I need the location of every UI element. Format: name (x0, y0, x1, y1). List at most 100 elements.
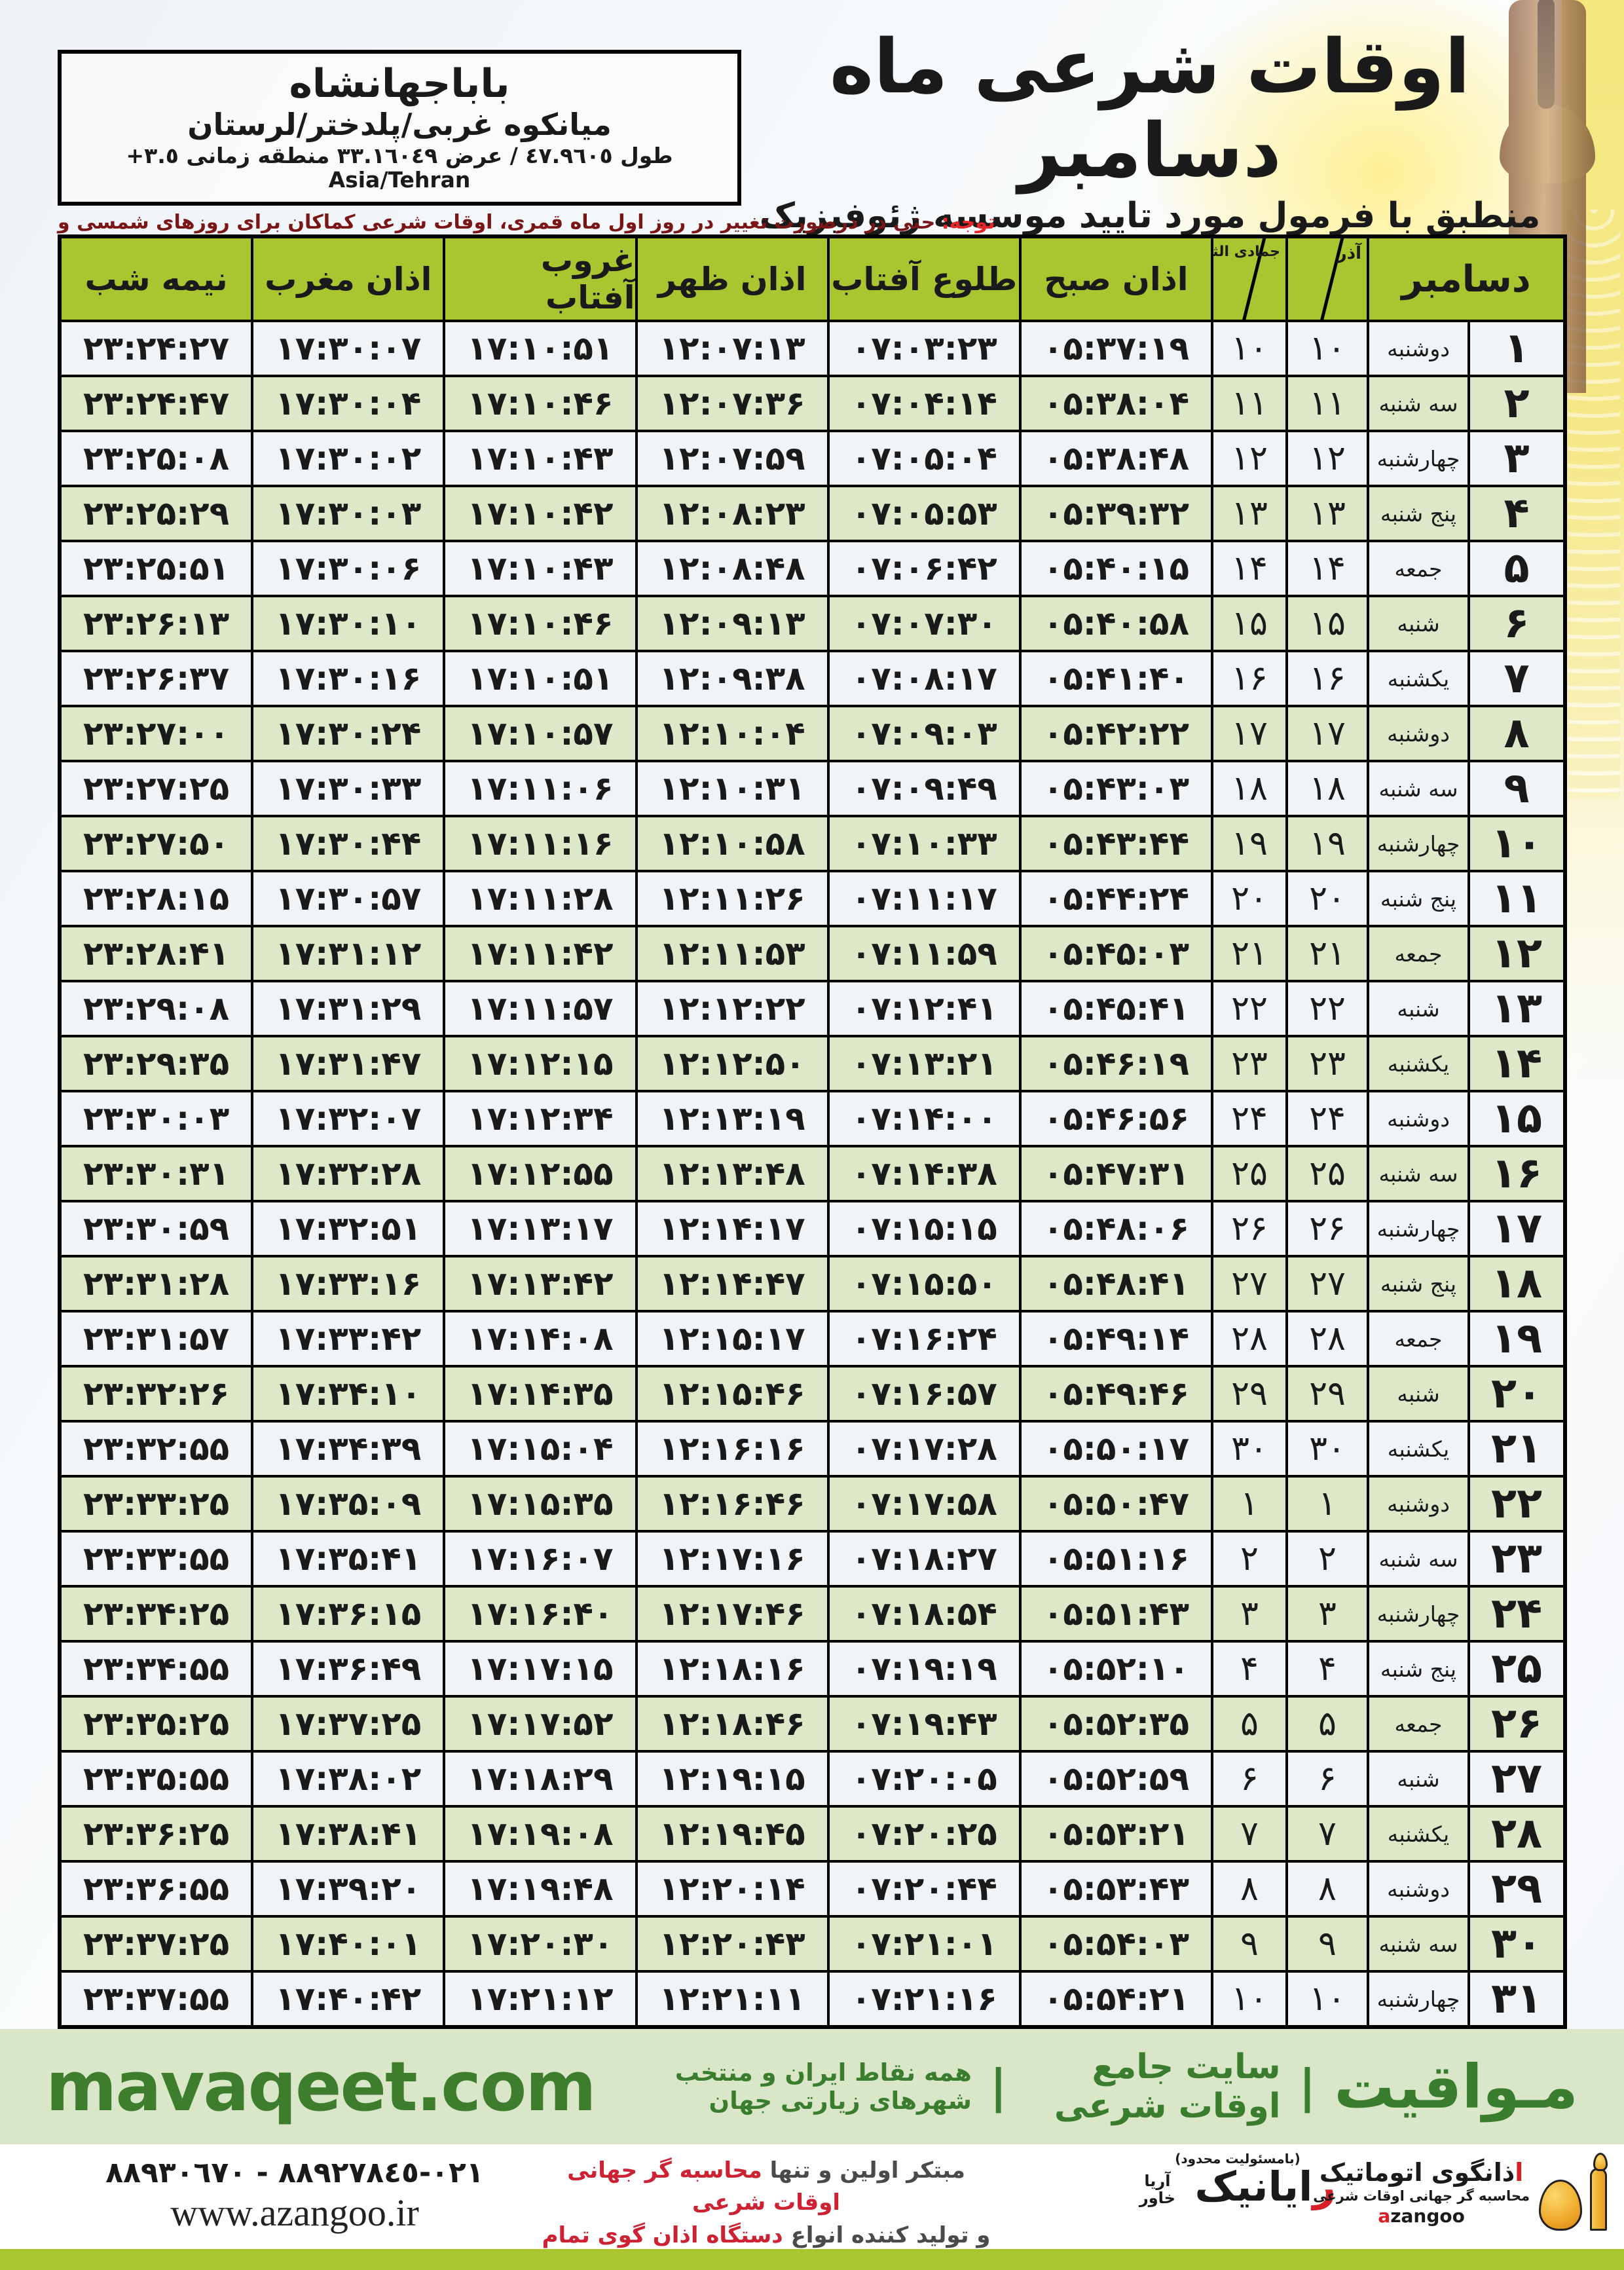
sunset-time: ۱۷:۱۰:۴۶ (445, 597, 635, 650)
maghrib-time: ۱۷:۳۷:۲۵ (253, 1698, 443, 1750)
weekday: دوشنبه (1369, 707, 1467, 760)
rayanik-sub-aria: آریا (1144, 2171, 1171, 2190)
sunset-time: ۱۷:۱۱:۰۶ (445, 762, 635, 815)
weekday: سه شنبه (1369, 1533, 1467, 1585)
lunar-day: ۳۰ (1213, 1423, 1285, 1475)
bottom-info-zone: ٠٢١-٨٨٩٢٧٨٤٥ - ٨٨٩٣٠٦٧٠ www.azangoo.ir م… (0, 2144, 1624, 2270)
midnight-time: ۲۳:۳۴:۵۵ (62, 1643, 251, 1695)
midnight-time: ۲۳:۳۳:۲۵ (62, 1478, 251, 1530)
sunset-time: ۱۷:۱۹:۰۸ (445, 1808, 635, 1860)
rayanik-name: رایانیک آریا خاور (1113, 2167, 1362, 2207)
fajr-time: ۰۵:۳۷:۱۹ (1021, 322, 1211, 375)
sunrise-time: ۰۷:۲۰:۴۴ (829, 1863, 1019, 1915)
sunrise-time: ۰۷:۱۱:۵۹ (829, 927, 1019, 980)
maghrib-time: ۱۷:۳۰:۵۷ (253, 872, 443, 925)
weekday: پنج شنبه (1369, 487, 1467, 540)
solar-day: ۱۷ (1288, 707, 1367, 760)
footer-tagline-2: همه نقاط ایران و منتخب شهرهای زیارتی جها… (674, 2058, 972, 2115)
rayanik-logo: (بامسئولیت محدود) رایانیک آریا خاور (1113, 2151, 1362, 2207)
dhuhr-time: ۱۲:۱۹:۴۵ (637, 1808, 827, 1860)
lunar-day: ۲۲ (1213, 982, 1285, 1035)
maghrib-time: ۱۷:۳۲:۰۷ (253, 1092, 443, 1145)
dhuhr-time: ۱۲:۱۰:۵۸ (637, 817, 827, 870)
azangoo-title-initial: ا (1515, 2157, 1524, 2187)
fajr-time: ۰۵:۵۳:۴۳ (1021, 1863, 1211, 1915)
midnight-time: ۲۳:۲۵:۲۹ (62, 487, 251, 540)
lunar-day: ۲۴ (1213, 1092, 1285, 1145)
solar-day: ۷ (1288, 1808, 1367, 1860)
sunset-time: ۱۷:۱۰:۴۳ (445, 542, 635, 595)
weekday: چهارشنبه (1369, 432, 1467, 485)
column-header-midnight: نیمه شب (62, 238, 251, 320)
midnight-time: ۲۳:۲۷:۵۰ (62, 817, 251, 870)
dhuhr-time: ۱۲:۲۰:۱۴ (637, 1863, 827, 1915)
column-header-solar-month: آذر دی (1288, 238, 1367, 320)
solar-day: ۵ (1288, 1698, 1367, 1750)
sunrise-time: ۰۷:۲۰:۲۵ (829, 1808, 1019, 1860)
december-day: ۲۳ (1470, 1533, 1563, 1585)
december-day: ۲ (1470, 377, 1563, 430)
sunrise-time: ۰۷:۰۵:۰۴ (829, 432, 1019, 485)
rayanik-initial: ر (1312, 2163, 1337, 2210)
weekday: چهارشنبه (1369, 1588, 1467, 1640)
fajr-time: ۰۵:۴۸:۰۶ (1021, 1202, 1211, 1255)
lunar-day: ۲۹ (1213, 1368, 1285, 1420)
weekday: چهارشنبه (1369, 1202, 1467, 1255)
solar-day: ۱۴ (1288, 542, 1367, 595)
sunset-time: ۱۷:۱۵:۳۵ (445, 1478, 635, 1530)
solar-day: ۱۵ (1288, 597, 1367, 650)
sunrise-time: ۰۷:۲۰:۰۵ (829, 1753, 1019, 1805)
midnight-time: ۲۳:۳۷:۲۵ (62, 1918, 251, 1970)
lunar-day: ۱۴ (1213, 542, 1285, 595)
fajr-time: ۰۵:۴۵:۰۳ (1021, 927, 1211, 980)
maghrib-time: ۱۷:۳۲:۵۱ (253, 1202, 443, 1255)
maghrib-time: ۱۷:۳۱:۴۷ (253, 1037, 443, 1090)
solar-day: ۳ (1288, 1588, 1367, 1640)
midnight-time: ۲۳:۳۶:۵۵ (62, 1863, 251, 1915)
dhuhr-time: ۱۲:۰۷:۵۹ (637, 432, 827, 485)
weekday: دوشنبه (1369, 1863, 1467, 1915)
notice-label: توجه: (941, 211, 995, 234)
solar-day: ۲۹ (1288, 1368, 1367, 1420)
weekday: چهارشنبه (1369, 817, 1467, 870)
sunset-time: ۱۷:۱۷:۱۵ (445, 1643, 635, 1695)
mavaqeet-brand-fa: مـواقیت (1334, 2051, 1578, 2122)
solar-day: ۲۱ (1288, 927, 1367, 980)
december-day: ۸ (1470, 707, 1563, 760)
december-day: ۵ (1470, 542, 1563, 595)
december-day: ۶ (1470, 597, 1563, 650)
solar-day: ۲۶ (1288, 1202, 1367, 1255)
column-header-sunrise: طلوع آفتاب (829, 238, 1019, 320)
sunrise-time: ۰۷:۱۷:۵۸ (829, 1478, 1019, 1530)
fajr-time: ۰۵:۴۶:۵۶ (1021, 1092, 1211, 1145)
sunset-time: ۱۷:۱۰:۵۱ (445, 322, 635, 375)
column-header-sunset: غروب آفتاب (445, 238, 635, 320)
midnight-time: ۲۳:۳۲:۵۵ (62, 1423, 251, 1475)
sunrise-time: ۰۷:۰۹:۴۹ (829, 762, 1019, 815)
weekday: شنبه (1369, 1368, 1467, 1420)
prayer-times-table: دسامبر آذر دی جمادی الثانی رجب اذان صبح … (58, 234, 1567, 2029)
rayanik-note: (بامسئولیت محدود) (1175, 2151, 1301, 2167)
weekday: جمعه (1369, 1312, 1467, 1365)
fajr-time: ۰۵:۴۳:۰۳ (1021, 762, 1211, 815)
lunar-day: ۶ (1213, 1753, 1285, 1805)
fajr-time: ۰۵:۴۹:۱۴ (1021, 1312, 1211, 1365)
midnight-time: ۲۳:۳۱:۵۷ (62, 1312, 251, 1365)
lunar-day: ۲۵ (1213, 1147, 1285, 1200)
sunset-time: ۱۷:۱۰:۴۳ (445, 432, 635, 485)
lunar-day: ۱۵ (1213, 597, 1285, 650)
fajr-time: ۰۵:۵۲:۳۵ (1021, 1698, 1211, 1750)
dhuhr-time: ۱۲:۱۰:۰۴ (637, 707, 827, 760)
december-day: ۴ (1470, 487, 1563, 540)
location-box: باباجهانشاه میانکوه غربی/پلدختر/لرستان ط… (58, 50, 741, 206)
midnight-time: ۲۳:۲۷:۲۵ (62, 762, 251, 815)
solar-day: ۱۰ (1288, 322, 1367, 375)
column-header-maghrib: اذان مغرب (253, 238, 443, 320)
dhuhr-time: ۱۲:۰۷:۳۶ (637, 377, 827, 430)
fajr-time: ۰۵:۴۰:۵۸ (1021, 597, 1211, 650)
sunset-time: ۱۷:۱۰:۴۶ (445, 377, 635, 430)
sunset-time: ۱۷:۱۱:۴۲ (445, 927, 635, 980)
fajr-time: ۰۵:۵۱:۴۳ (1021, 1588, 1211, 1640)
sunrise-time: ۰۷:۱۹:۱۹ (829, 1643, 1019, 1695)
maghrib-time: ۱۷:۳۹:۲۰ (253, 1863, 443, 1915)
